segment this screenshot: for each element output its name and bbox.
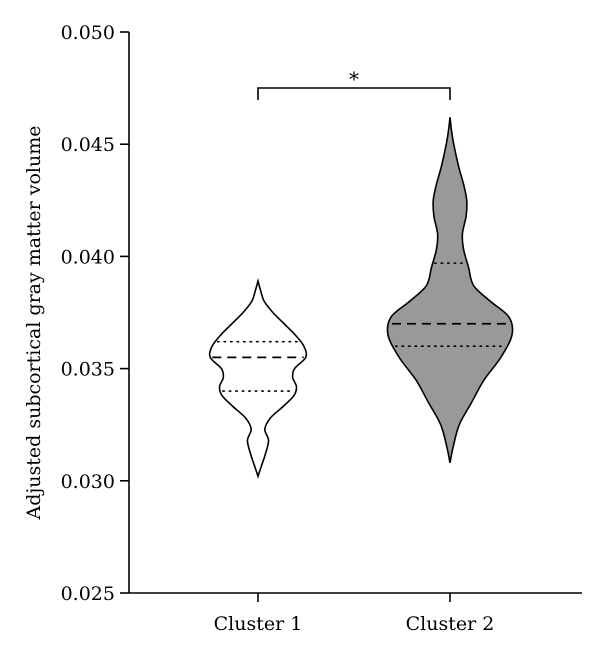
axes: 0.025 0.030 0.035 0.040 0.045 0.050 Cluster 1 C… xyxy=(23,22,582,635)
violin-2 xyxy=(386,117,514,464)
significance-label: * xyxy=(349,67,359,91)
y-tick-label: 0.030 xyxy=(61,471,115,493)
annotations: * xyxy=(257,67,451,100)
y-tick-label: 0.035 xyxy=(61,359,115,381)
violins xyxy=(208,117,514,479)
y-tick-label: 0.045 xyxy=(61,134,115,156)
y-axis-label: Adjusted subcortical gray matter volume xyxy=(23,125,45,520)
x-tick-label: Cluster 2 xyxy=(406,613,495,635)
y-tick-label: 0.025 xyxy=(61,583,115,605)
x-tick-label: Cluster 1 xyxy=(214,613,303,635)
significance-bracket xyxy=(257,87,451,100)
violin-1 xyxy=(208,278,308,479)
y-tick-label: 0.050 xyxy=(61,22,115,44)
y-tick-label: 0.040 xyxy=(61,246,115,268)
